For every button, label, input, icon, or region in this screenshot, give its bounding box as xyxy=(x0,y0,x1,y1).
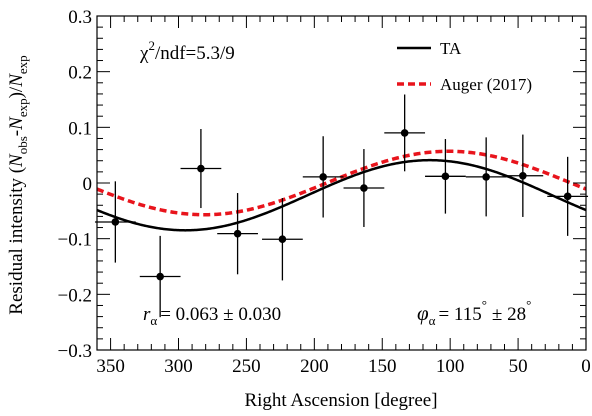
x-tick-label: 300 xyxy=(164,356,193,377)
data-points xyxy=(94,94,589,318)
data-point-3 xyxy=(217,193,258,275)
y-label-part: N xyxy=(6,153,27,168)
data-marker xyxy=(400,129,409,137)
data-point-0 xyxy=(94,181,136,263)
data-point-6 xyxy=(343,149,385,227)
chi-superscript: 2 xyxy=(148,38,155,53)
x-tick-label: 250 xyxy=(232,356,261,377)
y-label-part: exp xyxy=(15,55,30,74)
r-alpha-annotation: rα = 0.063 ± 0.030 xyxy=(143,304,281,328)
y-tick-label: −0.2 xyxy=(58,285,92,306)
y-label-part: )/ xyxy=(6,86,27,98)
phi-subscript: α xyxy=(429,313,436,328)
y-label-part: N xyxy=(6,116,27,131)
fit-line-ta xyxy=(96,158,587,232)
phi-error-degree: ° xyxy=(526,297,531,312)
x-tick-label: 50 xyxy=(509,356,528,377)
y-tick-label: 0 xyxy=(83,174,93,195)
legend-label-ta: TA xyxy=(440,39,462,58)
legend-label-auger: Auger (2017) xyxy=(440,75,532,94)
r-value: = 0.063 ± 0.030 xyxy=(160,304,281,325)
y-label-part: - xyxy=(6,130,27,136)
axes-frame xyxy=(96,15,587,351)
legend: TA Auger (2017) xyxy=(397,39,532,94)
data-point-10 xyxy=(502,134,544,217)
data-marker xyxy=(156,272,164,281)
data-point-8 xyxy=(425,139,466,214)
data-point-1 xyxy=(139,235,181,318)
y-label-part: obs xyxy=(15,136,30,154)
chi2-rest: /ndf=5.3/9 xyxy=(155,43,235,64)
data-point-2 xyxy=(180,129,222,209)
data-marker xyxy=(441,172,450,181)
x-axis-label: Right Ascension [degree] xyxy=(244,390,437,411)
y-label-part: exp xyxy=(15,98,30,117)
x-tick-label: 0 xyxy=(581,356,591,377)
fit-line-auger xyxy=(96,149,587,217)
y-label-part: Residual intensity ( xyxy=(6,167,27,315)
x-tick-label: 100 xyxy=(436,356,465,377)
r-symbol: r xyxy=(143,304,151,325)
phi-alpha-annotation: φα = 115° ± 28° xyxy=(417,297,531,328)
axis-ticks: 350 300 250 200 150 100 50 0 −0.3 −0.2 −0.1 0 0.1 0.2… xyxy=(58,7,591,377)
data-marker xyxy=(111,218,120,226)
data-point-11 xyxy=(547,156,589,236)
phi-symbol: φ xyxy=(417,301,429,325)
data-point-7 xyxy=(384,94,426,172)
y-axis-label: Residual intensity (Nobs-Nexp)/Nexp xyxy=(6,55,30,314)
y-tick-label: −0.1 xyxy=(58,230,92,251)
data-marker xyxy=(319,173,327,181)
data-point-9 xyxy=(465,137,507,217)
x-tick-label: 200 xyxy=(300,356,329,377)
y-tick-label: −0.3 xyxy=(58,341,92,362)
data-point-5 xyxy=(302,136,344,218)
y-tick-label: 0.1 xyxy=(68,118,92,139)
phi-degree: ° xyxy=(482,297,487,312)
x-tick-label: 150 xyxy=(368,356,397,377)
fit-lines xyxy=(96,149,587,232)
data-marker xyxy=(482,173,490,181)
chi2-annotation: χ2/ndf=5.3/9 xyxy=(139,38,235,64)
data-point-4 xyxy=(262,198,303,281)
y-tick-label: 0.2 xyxy=(68,63,92,84)
r-subscript: α xyxy=(150,313,157,328)
y-label-part: N xyxy=(6,73,27,88)
data-marker xyxy=(233,229,242,238)
data-marker xyxy=(197,164,205,173)
data-marker xyxy=(278,235,287,244)
data-marker xyxy=(563,192,572,201)
phi-error: ± 28 xyxy=(492,304,526,325)
x-tick-label: 350 xyxy=(96,356,125,377)
plot-frame xyxy=(96,15,587,351)
y-tick-label: 0.3 xyxy=(68,7,92,28)
chi-symbol: χ xyxy=(139,43,149,64)
data-marker xyxy=(519,171,527,180)
data-marker xyxy=(360,184,368,192)
phi-value: = 115 xyxy=(438,304,481,325)
